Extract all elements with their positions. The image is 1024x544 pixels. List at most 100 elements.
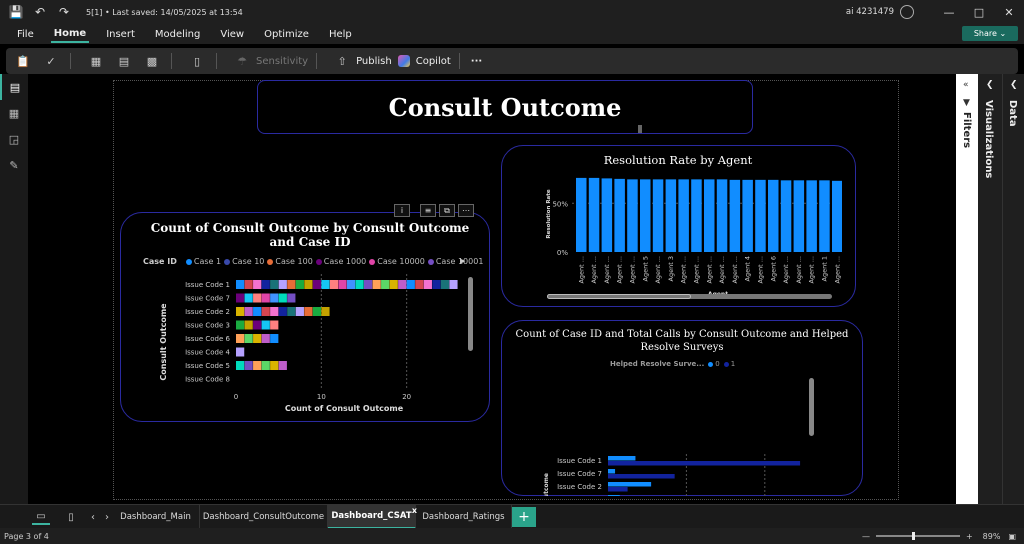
more-options-icon[interactable]: ⋯ xyxy=(458,204,474,217)
legend-item[interactable]: Case 100 xyxy=(275,257,313,266)
y-axis-title: Resolution Rate xyxy=(546,189,552,239)
view-switcher: ▤ ▦ ◲ ✎ xyxy=(0,74,28,504)
paste-icon[interactable]: 📋 xyxy=(16,54,30,68)
chevron-left-icon[interactable]: « xyxy=(963,80,969,90)
chart3-scrollbar[interactable] xyxy=(809,378,814,436)
category-label: Issue Code 1 xyxy=(557,457,602,465)
consult-outcome-chart-card[interactable] xyxy=(120,212,490,422)
menu-file[interactable]: File xyxy=(17,28,34,40)
visualizations-label[interactable]: Visualizations xyxy=(983,100,994,179)
bar-segment xyxy=(270,307,279,316)
bar xyxy=(742,179,753,252)
menu-home[interactable]: Home xyxy=(50,26,90,43)
bar-segment xyxy=(295,280,304,289)
close-icon[interactable]: ✕ xyxy=(1004,5,1014,19)
ribbon: 📋 ✓ ▦ ▤ ▩ ▯ ☂ Sensitivity ⇧ Publish Copi… xyxy=(6,48,1018,74)
save-icon[interactable]: 💾 xyxy=(8,5,24,19)
data-pane[interactable]: ❮ Data xyxy=(1002,74,1024,504)
filters-label[interactable]: Filters xyxy=(961,112,972,149)
next-page-icon[interactable]: › xyxy=(105,511,109,523)
menu-view[interactable]: View xyxy=(220,28,245,40)
legend-item[interactable]: Case 1 xyxy=(193,257,222,266)
report-view-icon[interactable]: ▤ xyxy=(0,74,28,100)
close-icon[interactable]: x xyxy=(411,506,417,515)
menu-insert[interactable]: Insert xyxy=(106,28,135,40)
info-icon[interactable]: i xyxy=(394,204,410,217)
bar-segment xyxy=(338,280,347,289)
desktop-layout-icon[interactable]: ▭ xyxy=(32,509,50,525)
bar-segment xyxy=(278,293,287,303)
dax-query-icon[interactable]: ✎ xyxy=(9,158,19,172)
bar xyxy=(627,179,638,252)
avatar[interactable] xyxy=(900,5,914,19)
tab-dashboard-ratings[interactable]: Dashboard_Ratings xyxy=(416,505,512,529)
zoom-knob[interactable] xyxy=(911,532,915,540)
tab-dashboard-csat[interactable]: Dashboard_CSAT x xyxy=(328,505,417,529)
copilot-button[interactable]: Copilot xyxy=(415,55,451,67)
visual-icon[interactable]: ▩ xyxy=(146,54,158,68)
chart2-plot[interactable]: 50% 0% Resolution Rate Agent ... Agent ... Ag… xyxy=(512,170,842,298)
report-canvas[interactable]: Consult Outcome Count of Consult Outcome… xyxy=(28,74,956,504)
menu-modeling[interactable]: Modeling xyxy=(154,28,201,40)
redo-icon[interactable]: ↷ xyxy=(58,5,70,19)
resolution-rate-chart-card[interactable] xyxy=(501,145,856,307)
undo-icon[interactable]: ↶ xyxy=(34,5,46,19)
chevron-left-icon[interactable]: ❮ xyxy=(1010,80,1018,90)
zoom-in-icon[interactable]: + xyxy=(965,531,973,541)
publish-button[interactable]: Publish xyxy=(356,55,392,67)
minimize-icon[interactable]: — xyxy=(943,5,955,19)
add-page-button[interactable]: + xyxy=(512,507,536,527)
table-view-icon[interactable]: ▦ xyxy=(8,106,20,120)
tab-dashboard-main[interactable]: Dashboard_Main xyxy=(112,505,200,529)
publish-icon[interactable]: ⇧ xyxy=(337,54,347,68)
visualizations-pane[interactable]: ❮ Visualizations xyxy=(978,74,1002,504)
menu-optimize[interactable]: Optimize xyxy=(264,28,309,40)
legend-dot xyxy=(224,258,231,265)
menu-help[interactable]: Help xyxy=(328,28,352,40)
legend-item[interactable]: Case 10000 xyxy=(377,257,425,266)
bar-segment xyxy=(329,280,339,289)
chevron-left-icon[interactable]: ❮ xyxy=(986,80,994,90)
chart1-scrollbar[interactable] xyxy=(468,277,473,351)
data-label[interactable]: Data xyxy=(1007,100,1018,127)
document-title[interactable]: 5[1] • Last saved: 14/05/2025 at 13:54 xyxy=(86,7,243,17)
fit-to-page-icon[interactable]: ▣ xyxy=(1008,531,1016,541)
excel-icon[interactable]: ▤ xyxy=(118,54,130,68)
model-view-icon[interactable]: ◲ xyxy=(8,132,20,146)
get-data-icon[interactable]: ▦ xyxy=(90,54,102,68)
case-id-chart-card[interactable] xyxy=(501,320,863,496)
legend-item[interactable]: Case 10 xyxy=(232,257,265,266)
calculator-icon[interactable]: ▯ xyxy=(193,54,201,68)
legend-item[interactable]: Case 10001 xyxy=(435,257,484,266)
legend-next-icon[interactable]: ▶ xyxy=(460,257,466,265)
bar-segment xyxy=(270,334,279,343)
y-axis-title: Consult Outcome xyxy=(543,473,550,496)
format-painter-icon[interactable]: ✓ xyxy=(46,54,56,68)
resize-handle[interactable] xyxy=(638,125,642,133)
legend-item[interactable]: 1 xyxy=(730,360,736,368)
maximize-icon[interactable]: □ xyxy=(973,5,985,19)
bar-segment xyxy=(270,280,279,289)
mobile-layout-icon[interactable]: ▯ xyxy=(68,511,74,523)
prev-page-icon[interactable]: ‹ xyxy=(91,511,95,523)
share-button[interactable]: Share ⌄ xyxy=(962,26,1018,41)
chart1-plot[interactable]: Issue Code 1 Issue Code 7 Issue Code 2 Issu… xyxy=(140,272,480,414)
bar xyxy=(588,177,600,252)
legend-item[interactable]: Case 1000 xyxy=(323,257,367,266)
legend-dot xyxy=(723,361,729,367)
copilot-icon[interactable] xyxy=(397,55,410,67)
tab-dashboard-consultoutcome[interactable]: Dashboard_ConsultOutcome xyxy=(200,505,328,529)
more-options-button[interactable]: ··· xyxy=(470,55,483,67)
legend-item[interactable]: 0 xyxy=(715,360,720,368)
bar xyxy=(608,456,636,461)
filter-icon[interactable]: ≡ xyxy=(420,204,436,217)
filters-pane[interactable]: « ▼ Filters xyxy=(956,74,978,504)
zoom-slider[interactable] xyxy=(875,532,960,540)
focus-mode-icon[interactable]: ⧉ xyxy=(439,204,455,217)
legend-dot xyxy=(427,258,434,265)
zoom-out-icon[interactable]: — xyxy=(861,531,870,541)
chart2-scrollbar-thumb[interactable] xyxy=(547,294,691,299)
bar-segment xyxy=(236,307,245,316)
report-title-box[interactable]: Consult Outcome xyxy=(257,80,753,134)
